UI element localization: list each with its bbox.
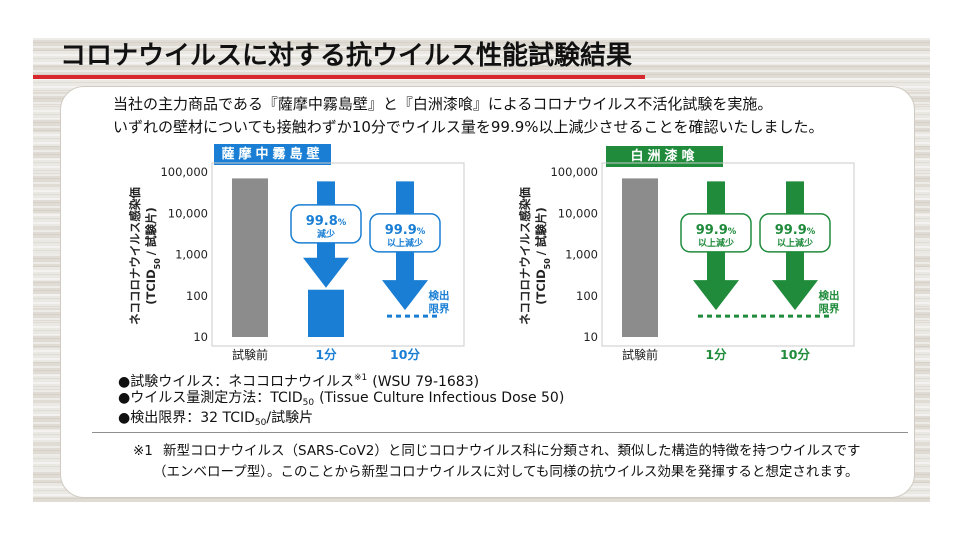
reduction-callout-1: 99.8%減少 xyxy=(290,204,362,244)
test-condition-item: ●検出限界：32 TCID50/試験片 xyxy=(118,408,564,428)
callout-text: 以上減少 xyxy=(777,237,813,249)
test-conditions-list: ●試験ウイルス：ネココロナウイルス※1 (WSU 79-1683) ●ウイルス量測… xyxy=(118,368,564,428)
callout-box xyxy=(369,213,441,253)
callout-percent: 99.9 xyxy=(385,223,417,238)
condition-detail: /試験片 xyxy=(266,410,314,426)
bullet-mark: ● xyxy=(118,390,131,406)
condition-text: 検出限界：32 TCID xyxy=(130,410,255,426)
bullet-mark: ● xyxy=(118,374,131,390)
bullet-mark: ● xyxy=(118,410,131,426)
chart-satsuma: 100,000 10,000 1,000 100 10 ネココロナウイルス感染価 (TCID… xyxy=(128,162,465,362)
y-axis-unit-post: / 試験片) xyxy=(534,207,548,255)
callout-percent-unit: % xyxy=(338,218,347,228)
callout-value: 99.8% xyxy=(306,214,347,229)
condition-text: ウイルス量測定方法：TCID xyxy=(130,390,303,406)
intro-line: いずれの壁材についても接触わずか10分でウイルス量を99.9%以上減少させること… xyxy=(113,118,824,136)
bar-0 xyxy=(622,178,658,337)
y-tick-label: 10 xyxy=(193,330,208,344)
page-title: コロナウイルスに対する抗ウイルス性能試験結果 xyxy=(60,41,633,71)
reduction-callout-1: 99.9%以上減少 xyxy=(680,213,752,253)
callout-percent-unit: % xyxy=(807,227,816,237)
callout-percent-unit: % xyxy=(728,227,737,237)
y-tick-label: 100,000 xyxy=(550,165,598,179)
callout-text: 以上減少 xyxy=(698,237,734,249)
y-axis-title: ネココロナウイルス感染価 xyxy=(518,187,532,325)
condition-text: 試験ウイルス：ネココロナウイルス xyxy=(130,374,354,390)
y-axis-label: ネココロナウイルス感染価 (TCID50 / 試験片) xyxy=(128,187,162,325)
reduction-callout-2: 99.9%以上減少 xyxy=(369,213,441,253)
y-axis-unit-sub: 50 xyxy=(153,258,162,270)
x-tick-label: 1分 xyxy=(705,347,727,362)
x-tick-label: 試験前 xyxy=(232,347,268,362)
y-tick-label: 10,000 xyxy=(168,206,208,220)
bar-0 xyxy=(232,178,268,337)
callout-box xyxy=(759,213,831,253)
title-underline xyxy=(33,75,645,79)
detection-limit-label: 限界 xyxy=(429,303,450,315)
subscript: 50 xyxy=(302,398,315,408)
callout-percent: 99.9 xyxy=(696,223,728,238)
bar-1 xyxy=(308,289,344,337)
callout-value: 99.9% xyxy=(696,223,737,238)
callout-value: 99.9% xyxy=(385,223,426,238)
x-tick-label: 試験前 xyxy=(622,347,658,362)
y-axis-label: ネココロナウイルス感染価 (TCID50 / 試験片) xyxy=(518,187,552,325)
callout-percent: 99.9 xyxy=(775,223,807,238)
x-tick-label: 10分 xyxy=(390,347,420,362)
y-axis-title: ネココロナウイルス感染価 xyxy=(128,187,142,325)
footnote-line: 新型コロナウイルス（SARS-CoV2）と同じコロナウイルス科に分類され、類似し… xyxy=(163,443,861,459)
y-axis-unit-pre: (TCID xyxy=(144,269,158,304)
footnote-marker: ※1 xyxy=(353,373,368,383)
y-axis-unit-sub: 50 xyxy=(543,258,552,270)
condition-detail: (WSU 79-1683) xyxy=(372,374,480,390)
intro-line: 当社の主力商品である『薩摩中霧島壁』と『白洲漆喰』によるコロナウイルス不活化試験… xyxy=(113,95,773,113)
x-tick-label: 10分 xyxy=(780,347,810,362)
y-tick-label: 100 xyxy=(186,289,208,303)
callout-percent-unit: % xyxy=(417,227,426,237)
callout-box xyxy=(680,213,752,253)
y-tick-label: 1,000 xyxy=(565,248,598,262)
callout-text: 以上減少 xyxy=(387,237,423,249)
y-axis-unit: (TCID50 / 試験片) xyxy=(144,207,162,304)
y-axis-unit-pre: (TCID xyxy=(534,269,548,304)
reduction-callout-2: 99.9%以上減少 xyxy=(759,213,831,253)
detection-limit-label: 検出 xyxy=(819,289,840,302)
detection-limit-label: 検出 xyxy=(429,289,450,302)
y-tick-label: 1,000 xyxy=(175,248,208,262)
plot-frame xyxy=(211,162,465,347)
intro-text: 当社の主力商品である『薩摩中霧島壁』と『白洲漆喰』によるコロナウイルス不活化試験… xyxy=(113,93,824,139)
detection-limit-label: 限界 xyxy=(819,303,840,315)
y-tick-label: 10,000 xyxy=(558,206,598,220)
plot-frame xyxy=(601,162,855,347)
y-tick-label: 100,000 xyxy=(160,165,208,179)
test-condition-item: ●試験ウイルス：ネココロナウイルス※1 (WSU 79-1683) xyxy=(118,368,564,390)
y-axis-unit-post: / 試験片) xyxy=(144,207,158,255)
footnote-mark: ※1 xyxy=(133,443,153,459)
condition-detail: (Tissue Culture Infectious Dose 50) xyxy=(319,390,565,406)
subscript: 50 xyxy=(254,418,267,428)
callout-percent: 99.8 xyxy=(306,214,338,229)
x-tick-label: 1分 xyxy=(315,347,337,362)
product-tag-shirasu: 白洲漆喰 xyxy=(606,146,723,167)
test-condition-item: ●ウイルス量測定方法：TCID50 (Tissue Culture Infecti… xyxy=(118,388,564,408)
callout-box xyxy=(290,204,362,244)
content-panel xyxy=(60,86,915,498)
footnote-line: （エンベロープ型）。このことから新型コロナウイルスに対しても同様の抗ウイルス効果… xyxy=(153,464,859,480)
y-axis-unit: (TCID50 / 試験片) xyxy=(534,207,552,304)
chart-shirasu: 100,000 10,000 1,000 100 10 ネココロナウイルス感染価 (TCID… xyxy=(518,162,855,362)
product-tag-satsuma: 薩摩中霧島壁 xyxy=(214,144,331,165)
footnote-divider xyxy=(92,432,908,433)
callout-value: 99.9% xyxy=(775,223,816,238)
callout-text: 減少 xyxy=(317,228,335,240)
y-tick-label: 100 xyxy=(576,289,598,303)
y-tick-label: 10 xyxy=(583,330,598,344)
